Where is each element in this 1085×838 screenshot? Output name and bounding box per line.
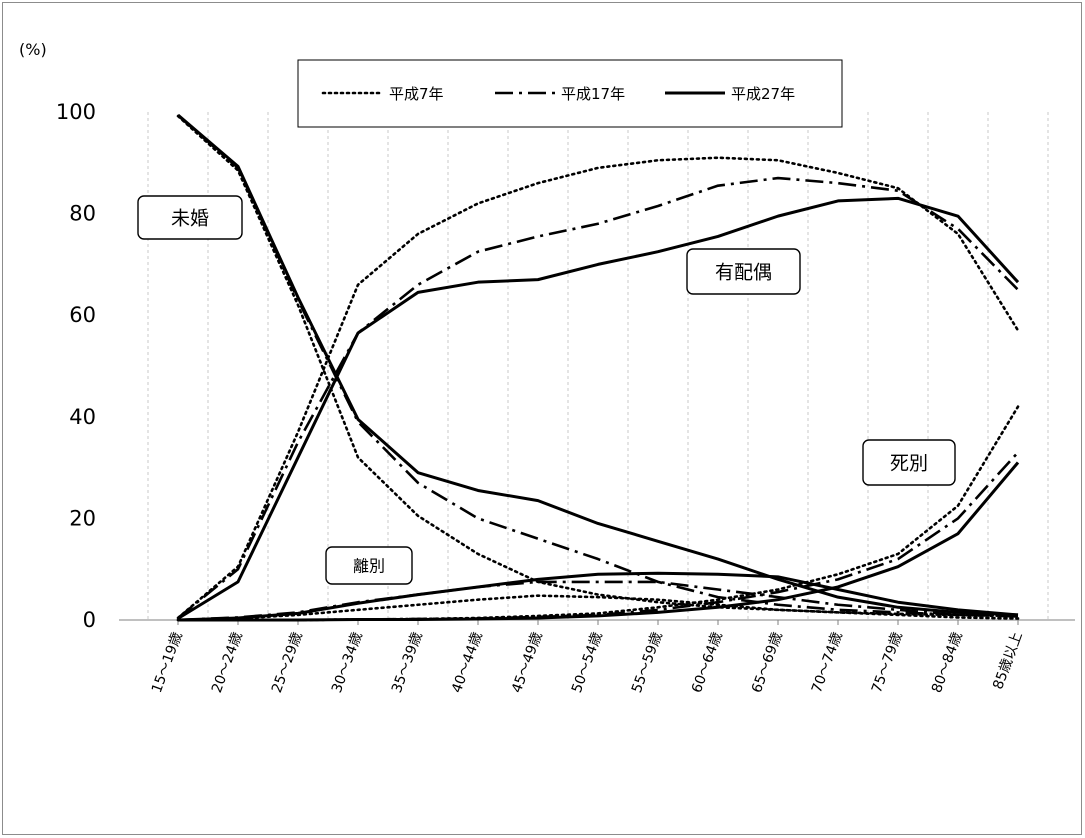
x-tick-label: 60～64歳 bbox=[689, 630, 726, 695]
legend-label: 平成17年 bbox=[561, 85, 625, 103]
x-tick-label: 40～44歳 bbox=[449, 630, 486, 695]
x-tick-label: 85歳以上 bbox=[990, 630, 1025, 692]
x-tick-label: 15～19歳 bbox=[149, 630, 186, 695]
annotation-box bbox=[862, 439, 956, 486]
annotation-box bbox=[325, 546, 413, 585]
series-line bbox=[177, 114, 1019, 618]
x-tick-label: 75～79歳 bbox=[869, 630, 906, 695]
y-tick-label: 40 bbox=[69, 405, 96, 429]
annotation-box bbox=[137, 195, 243, 240]
series-line bbox=[177, 176, 1019, 619]
x-tick-label: 20～24歳 bbox=[209, 630, 246, 695]
y-axis-ticks: 0 20 40 60 80 100 bbox=[56, 100, 96, 632]
x-tick-label: 70～74歳 bbox=[809, 630, 846, 695]
x-axis-ticks: 15～19歳 20～24歳 25～29歳 30～34歳 35～39歳 40～44歳 45～4… bbox=[149, 620, 1026, 695]
annotation-box bbox=[686, 248, 801, 295]
series-line bbox=[176, 156, 1020, 620]
x-tick-label: 65～69歳 bbox=[749, 630, 786, 695]
x-tick-label: 30～34歳 bbox=[329, 630, 366, 695]
x-tick-label: 25～29歳 bbox=[269, 630, 306, 695]
line-chart: 0 20 40 60 80 100 15～19歳 20～24歳 25～29歳 30～34歳 35～… bbox=[19, 40, 1075, 695]
series-line bbox=[176, 114, 1020, 618]
annotation-label: 有配偶 bbox=[715, 261, 772, 283]
legend: 平成7年 平成17年 平成27年 bbox=[297, 59, 843, 128]
annotation-label: 未婚 bbox=[171, 207, 209, 229]
series-line bbox=[176, 405, 1020, 622]
series-line bbox=[177, 113, 1019, 617]
legend-label: 平成27年 bbox=[731, 85, 795, 103]
x-tick-label: 35～39歳 bbox=[389, 630, 426, 695]
legend-label: 平成7年 bbox=[389, 85, 444, 103]
y-axis-unit: (%) bbox=[19, 40, 47, 59]
grid-lines bbox=[147, 112, 1049, 620]
y-tick-label: 0 bbox=[83, 608, 96, 632]
x-tick-label: 50～54歳 bbox=[569, 630, 606, 695]
x-tick-label: 55～59歳 bbox=[629, 630, 666, 695]
annotation-label: 離別 bbox=[353, 556, 385, 575]
y-tick-label: 60 bbox=[69, 303, 96, 327]
series-lines bbox=[176, 113, 1020, 622]
legend-box bbox=[297, 59, 843, 128]
x-tick-label: 80～84歳 bbox=[929, 630, 966, 695]
y-tick-label: 20 bbox=[69, 506, 96, 530]
x-tick-label: 45～49歳 bbox=[509, 630, 546, 695]
y-tick-label: 100 bbox=[56, 100, 96, 124]
annotation-label: 死別 bbox=[890, 452, 928, 474]
y-tick-label: 80 bbox=[69, 202, 96, 226]
